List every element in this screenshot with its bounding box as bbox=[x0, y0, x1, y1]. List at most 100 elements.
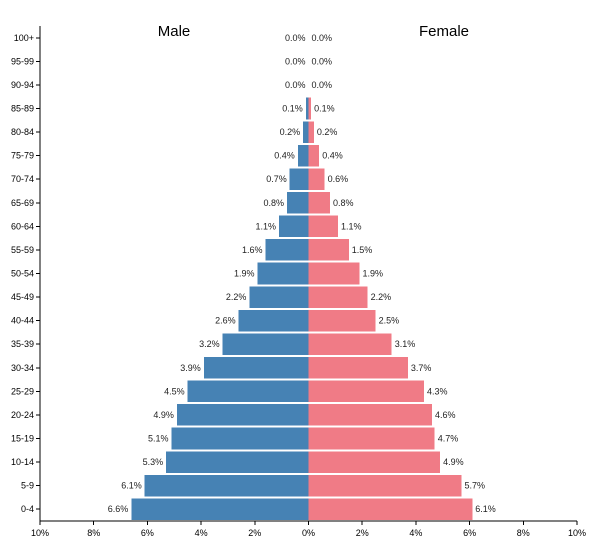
x-tick-label: 8% bbox=[517, 528, 530, 538]
male-bar-85-89 bbox=[305, 97, 309, 120]
male-bar-40-44 bbox=[238, 309, 309, 332]
female-value-label: 2.2% bbox=[371, 292, 392, 302]
male-bar-5-9 bbox=[144, 474, 309, 497]
female-value-label: 2.5% bbox=[379, 316, 400, 326]
female-value-label: 1.1% bbox=[341, 221, 362, 231]
y-tick-label: 85-89 bbox=[11, 104, 34, 114]
male-bar-80-84 bbox=[303, 121, 309, 143]
male-bar-35-39 bbox=[222, 333, 309, 355]
x-tick-label: 8% bbox=[87, 528, 100, 538]
female-bar-50-54 bbox=[308, 262, 360, 285]
male-value-label: 5.1% bbox=[148, 434, 169, 444]
male-value-label: 6.1% bbox=[121, 481, 142, 491]
female-bar-60-64 bbox=[308, 215, 339, 238]
male-value-label: 0.1% bbox=[282, 104, 303, 114]
male-value-label: 0.7% bbox=[266, 174, 287, 184]
bars-group bbox=[131, 97, 473, 520]
male-bar-20-24 bbox=[176, 404, 309, 426]
female-bar-10-14 bbox=[308, 451, 441, 473]
female-bar-25-29 bbox=[308, 380, 424, 403]
female-title: Female bbox=[419, 23, 469, 40]
male-value-label: 5.3% bbox=[143, 457, 164, 467]
x-tick-label: 10% bbox=[568, 528, 586, 538]
male-value-label: 2.2% bbox=[226, 292, 247, 302]
male-bar-45-49 bbox=[249, 286, 309, 308]
female-bar-85-89 bbox=[308, 97, 312, 120]
male-value-label: 2.6% bbox=[215, 316, 236, 326]
y-tick-label: 100+ bbox=[14, 33, 34, 43]
y-tick-label: 40-44 bbox=[11, 316, 34, 326]
female-value-label: 1.9% bbox=[363, 269, 384, 279]
y-tick-label: 0-4 bbox=[21, 504, 34, 514]
female-value-label: 0.4% bbox=[322, 151, 343, 161]
x-tick-label: 0% bbox=[302, 528, 315, 538]
male-bar-75-79 bbox=[297, 144, 309, 167]
female-bar-20-24 bbox=[308, 404, 433, 426]
female-bar-55-59 bbox=[308, 239, 349, 261]
male-bar-30-34 bbox=[203, 357, 309, 379]
male-value-label: 0.8% bbox=[264, 198, 285, 208]
x-tick-label: 2% bbox=[248, 528, 261, 538]
female-value-label: 3.1% bbox=[395, 339, 416, 349]
male-bar-15-19 bbox=[171, 427, 309, 450]
x-axis: 10% 8% 6% 4% 2% 0% 2% 4% 6% 8% 10% bbox=[31, 520, 586, 538]
male-bar-65-69 bbox=[287, 192, 309, 214]
y-tick-label: 60-64 bbox=[11, 221, 34, 231]
x-tick-label: 4% bbox=[195, 528, 208, 538]
y-tick-label: 30-34 bbox=[11, 363, 34, 373]
female-bar-75-79 bbox=[308, 144, 320, 167]
female-value-label: 5.7% bbox=[465, 481, 486, 491]
female-value-label: 4.9% bbox=[443, 457, 464, 467]
male-value-label: 1.1% bbox=[255, 221, 276, 231]
male-value-label: 3.2% bbox=[199, 339, 220, 349]
x-tick-label: 2% bbox=[356, 528, 369, 538]
y-tick-label: 65-69 bbox=[11, 198, 34, 208]
male-bar-55-59 bbox=[265, 239, 309, 261]
male-value-label: 0.0% bbox=[285, 80, 306, 90]
y-tick-label: 35-39 bbox=[11, 339, 34, 349]
female-bar-0-4 bbox=[308, 498, 473, 520]
male-value-label: 0.4% bbox=[274, 151, 295, 161]
y-tick-label: 25-29 bbox=[11, 386, 34, 396]
female-value-label: 4.6% bbox=[435, 410, 456, 420]
y-tick-label: 10-14 bbox=[11, 457, 34, 467]
male-value-label: 0.0% bbox=[285, 33, 306, 43]
female-bar-40-44 bbox=[308, 309, 376, 332]
x-tick-label: 6% bbox=[463, 528, 476, 538]
female-value-label: 0.2% bbox=[317, 127, 338, 137]
y-tick-label: 90-94 bbox=[11, 80, 34, 90]
x-tick-label: 6% bbox=[141, 528, 154, 538]
female-value-label: 0.8% bbox=[333, 198, 354, 208]
value-labels-group: 6.6% 6.1% 6.1% 5.7% 5.3% 4.9% 5.1% 4.7% 4.9% 4.6%… bbox=[108, 33, 496, 514]
female-bar-80-84 bbox=[308, 121, 314, 143]
male-bar-0-4 bbox=[131, 498, 309, 520]
female-bar-5-9 bbox=[308, 474, 462, 497]
female-bar-15-19 bbox=[308, 427, 435, 450]
y-tick-label: 20-24 bbox=[11, 410, 34, 420]
y-tick-label: 50-54 bbox=[11, 269, 34, 279]
y-tick-label: 80-84 bbox=[11, 127, 34, 137]
female-value-label: 3.7% bbox=[411, 363, 432, 373]
male-value-label: 1.9% bbox=[234, 269, 255, 279]
female-value-label: 0.0% bbox=[312, 80, 333, 90]
y-tick-label: 45-49 bbox=[11, 292, 34, 302]
female-value-label: 0.0% bbox=[312, 56, 333, 66]
male-value-label: 0.0% bbox=[285, 56, 306, 66]
female-value-label: 6.1% bbox=[475, 504, 496, 514]
female-value-label: 0.0% bbox=[312, 33, 333, 43]
female-value-label: 0.6% bbox=[328, 174, 349, 184]
male-bar-70-74 bbox=[289, 168, 309, 190]
male-value-label: 1.6% bbox=[242, 245, 263, 255]
male-bar-25-29 bbox=[187, 380, 309, 403]
male-value-label: 4.9% bbox=[153, 410, 174, 420]
male-title: Male bbox=[158, 23, 191, 40]
male-bar-60-64 bbox=[278, 215, 309, 238]
y-axis: 0-4 5-9 10-14 15-19 20-24 25-29 30-34 35-39 40-4… bbox=[11, 26, 41, 521]
female-value-label: 4.3% bbox=[427, 386, 448, 396]
y-tick-label: 5-9 bbox=[21, 481, 34, 491]
female-value-label: 1.5% bbox=[352, 245, 373, 255]
female-bar-35-39 bbox=[308, 333, 392, 355]
male-value-label: 6.6% bbox=[108, 504, 129, 514]
female-bar-45-49 bbox=[308, 286, 368, 308]
